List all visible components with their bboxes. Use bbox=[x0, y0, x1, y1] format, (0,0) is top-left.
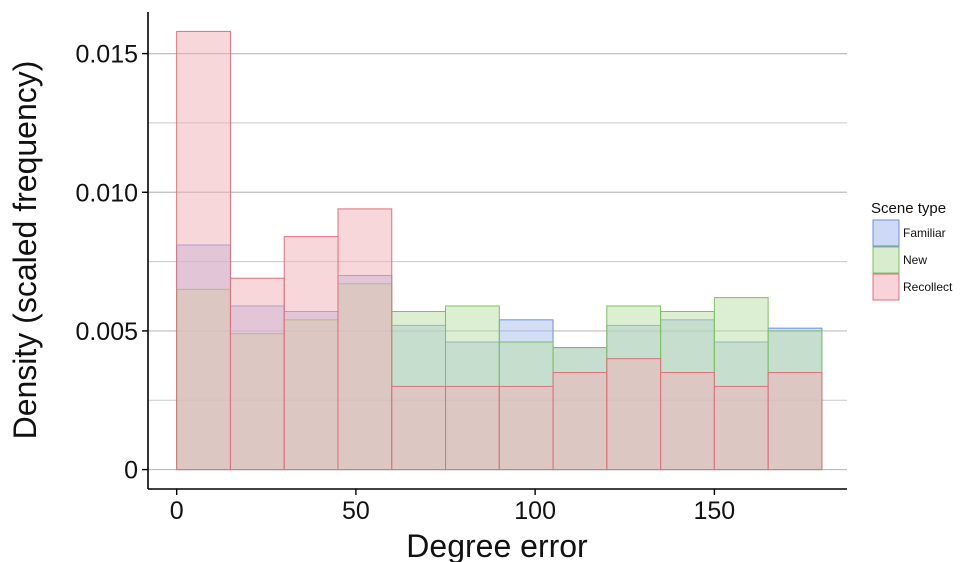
series-recollect bbox=[176, 30, 823, 471]
x-tick-label-0: 0 bbox=[170, 497, 184, 525]
bar-recollect-7 bbox=[552, 372, 608, 471]
y-tick-label-0: 0 bbox=[124, 457, 138, 485]
y-axis-title: Density (scaled frequency) bbox=[7, 61, 43, 440]
legend-swatch-new bbox=[872, 246, 900, 274]
bar-recollect-10 bbox=[713, 385, 769, 471]
x-tick-label-2: 100 bbox=[514, 497, 556, 525]
bar-recollect-11 bbox=[767, 372, 823, 471]
legend-swatch-familiar bbox=[872, 219, 900, 247]
histogram-bars bbox=[176, 30, 823, 471]
legend-label-familiar: Familiar bbox=[903, 226, 946, 240]
bar-recollect-8 bbox=[606, 358, 662, 471]
y-tick-label-1: 0.005 bbox=[75, 318, 138, 346]
bar-recollect-2 bbox=[283, 236, 339, 471]
bar-recollect-9 bbox=[660, 372, 715, 471]
bar-recollect-5 bbox=[445, 385, 500, 471]
legend-swatch-recollect bbox=[872, 273, 900, 301]
y-tick-label-3: 0.015 bbox=[75, 41, 138, 69]
bar-recollect-3 bbox=[337, 208, 393, 471]
legend-label-recollect: Recollect bbox=[903, 280, 953, 294]
y-tick-label-2: 0.010 bbox=[75, 179, 138, 207]
legend: Scene type Familiar New Recollect bbox=[871, 200, 953, 301]
x-tick-label-3: 150 bbox=[694, 497, 736, 525]
bar-recollect-6 bbox=[498, 385, 554, 471]
bar-recollect-0 bbox=[176, 30, 231, 471]
bar-recollect-1 bbox=[229, 277, 285, 471]
x-axis-title: Degree error bbox=[406, 528, 588, 562]
legend-title: Scene type bbox=[871, 200, 946, 217]
legend-label-new: New bbox=[903, 253, 927, 267]
axis-ticks: 0 0.005 0.010 0.015 0 50 100 150 bbox=[75, 41, 735, 525]
x-tick-label-1: 50 bbox=[342, 497, 370, 525]
bar-recollect-4 bbox=[391, 385, 447, 471]
axes bbox=[147, 12, 847, 490]
